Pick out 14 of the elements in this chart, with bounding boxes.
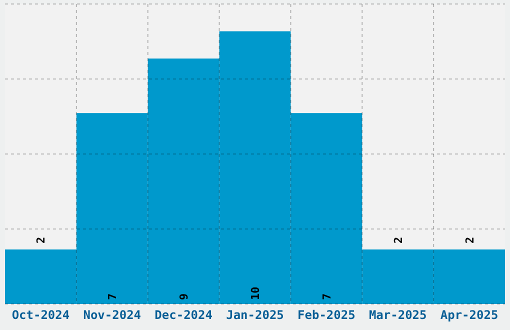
data-label: 7 <box>320 293 334 300</box>
data-label: 2 <box>34 236 48 244</box>
x-tick-label: Oct-2024 <box>12 308 70 322</box>
x-tick-label: Feb-2025 <box>298 308 356 322</box>
x-tick-label: Mar-2025 <box>368 308 427 322</box>
data-label: 2 <box>463 236 476 244</box>
x-tick-label: Nov-2024 <box>83 308 142 322</box>
data-label: 10 <box>249 286 262 300</box>
data-label: 7 <box>106 293 120 300</box>
data-label: 2 <box>392 236 405 244</box>
data-label: 9 <box>178 293 191 300</box>
x-tick-label: Dec-2024 <box>154 308 212 322</box>
x-tick-label: Apr-2025 <box>440 308 498 322</box>
x-tick-label: Jan-2025 <box>226 308 284 322</box>
